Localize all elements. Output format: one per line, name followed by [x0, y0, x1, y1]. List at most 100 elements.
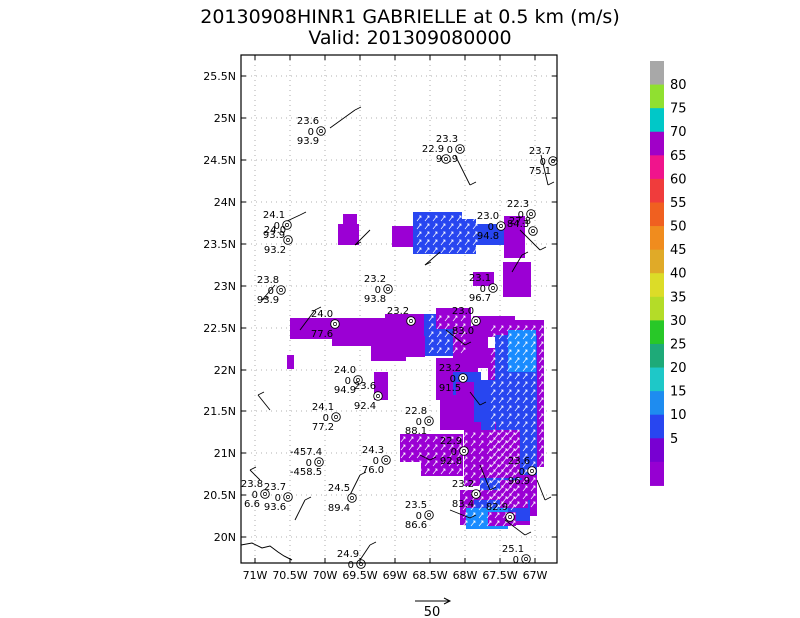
station-circle	[330, 319, 340, 329]
station-temp: 23.8	[257, 275, 279, 286]
station-zero: 0	[348, 560, 354, 571]
colorbar-swatch	[650, 202, 664, 227]
station-circle	[471, 489, 481, 499]
vector-scale: 50	[415, 597, 452, 618]
station-zero: 0	[373, 456, 379, 467]
station-circle	[458, 373, 468, 383]
station-temp: 24.0	[264, 225, 286, 236]
station-circle	[496, 221, 506, 231]
colorbar-label: 80	[670, 78, 687, 93]
station-plot: 24.0 93.2	[264, 225, 293, 256]
station-temp: 22.3	[507, 199, 529, 210]
station-circle	[471, 316, 481, 326]
station-circle	[548, 156, 558, 166]
station-temp: 23.6	[297, 116, 319, 127]
station-zero: 0	[519, 467, 525, 478]
station-circle	[424, 510, 434, 520]
station-temp: 24.3	[362, 445, 384, 456]
station-temp: 24.0	[311, 309, 333, 320]
station-zero: 0	[447, 145, 453, 156]
plot-frame	[240, 54, 558, 564]
station-circle	[353, 375, 363, 385]
station-circle	[260, 489, 270, 499]
station-rh: 75.1	[529, 166, 551, 177]
station-rh: 77.2	[312, 422, 334, 433]
station-circle	[521, 554, 531, 564]
lat-tick-label: 25.5N	[203, 70, 236, 83]
colorbar-swatch	[650, 414, 664, 439]
station-temp: -457.4	[290, 447, 322, 458]
station-zero: 0	[268, 286, 274, 297]
station-temp: 23.5	[405, 500, 427, 511]
station-circle	[283, 492, 293, 502]
station-circle	[383, 284, 393, 294]
colorbar-swatch	[650, 367, 664, 392]
station-zero: 0	[488, 222, 494, 233]
station-zero: 0	[308, 127, 314, 138]
station-circle	[276, 285, 286, 295]
station-temp: 23.8	[241, 479, 263, 490]
lat-tick-label: 22N	[214, 364, 236, 377]
station-temp: 23.6	[354, 381, 376, 392]
station-plot: 23.2 83.4	[452, 479, 481, 510]
station-plot: 23.2	[387, 306, 416, 326]
station-rh: 93.9	[297, 136, 319, 147]
station-circle	[505, 512, 515, 522]
station-circle	[331, 412, 341, 422]
station-circle	[283, 235, 293, 245]
map-subtitle: Valid: 201309080000	[308, 27, 512, 49]
station-circle	[356, 559, 366, 569]
station-circle	[406, 316, 416, 326]
station-rh: 93.8	[364, 294, 386, 305]
colorbar-label: 30	[670, 314, 687, 329]
station-zero: 0	[252, 490, 258, 501]
colorbar-label: 50	[670, 220, 687, 235]
colorbar-swatch	[650, 438, 664, 463]
station-plot: 22.9	[422, 144, 451, 164]
station-plot: -457.40-458.5	[290, 447, 324, 478]
colorbar-label: 25	[670, 337, 687, 352]
station-zero: 0	[345, 376, 351, 387]
station-circle	[314, 457, 324, 467]
station-rh: 76.0	[362, 465, 384, 476]
station-plot: 23.6 92.4	[354, 381, 383, 412]
colorbar-label: 75	[670, 102, 687, 117]
station-temp: 24.5	[328, 483, 350, 494]
station-zero: 0	[306, 458, 312, 469]
station-temp: 23.6	[508, 456, 530, 467]
station-plot: 23.806.6	[241, 479, 270, 510]
station-rh: 96.9	[508, 476, 530, 487]
station-temp: 22.9	[422, 144, 444, 155]
lon-tick-label: 68.5W	[412, 569, 447, 582]
station-rh: 94.9	[334, 385, 356, 396]
colorbar-swatch	[650, 84, 664, 109]
station-rh: 77.6	[311, 329, 333, 340]
station-rh: 91.5	[439, 383, 461, 394]
lat-tick-label: 23N	[214, 280, 236, 293]
station-rh: 88.1	[405, 426, 427, 437]
colorbar-swatch	[650, 320, 664, 345]
station-plot: 24.90	[337, 549, 366, 571]
station-rh: 86.6	[405, 520, 427, 531]
map-title: 20130908HINR1 GABRIELLE at 0.5 km (m/s)	[200, 6, 620, 28]
station-temp: 24.9	[337, 549, 359, 560]
station-rh: 83.4	[452, 499, 474, 510]
latitude-ticks: 20N 20.5N 21N 21.5N 22N 22.5N 23N 23.5N 24N 24.5N…	[203, 70, 557, 544]
colorbar-swatch	[650, 108, 664, 133]
station-temp: 23.1	[469, 273, 491, 284]
colorbar-label: 5	[670, 432, 678, 447]
lat-tick-label: 24.5N	[203, 154, 236, 167]
colorbar-swatch	[650, 391, 664, 416]
colorbar-label: 60	[670, 172, 687, 187]
station-zero: 0	[451, 447, 457, 458]
